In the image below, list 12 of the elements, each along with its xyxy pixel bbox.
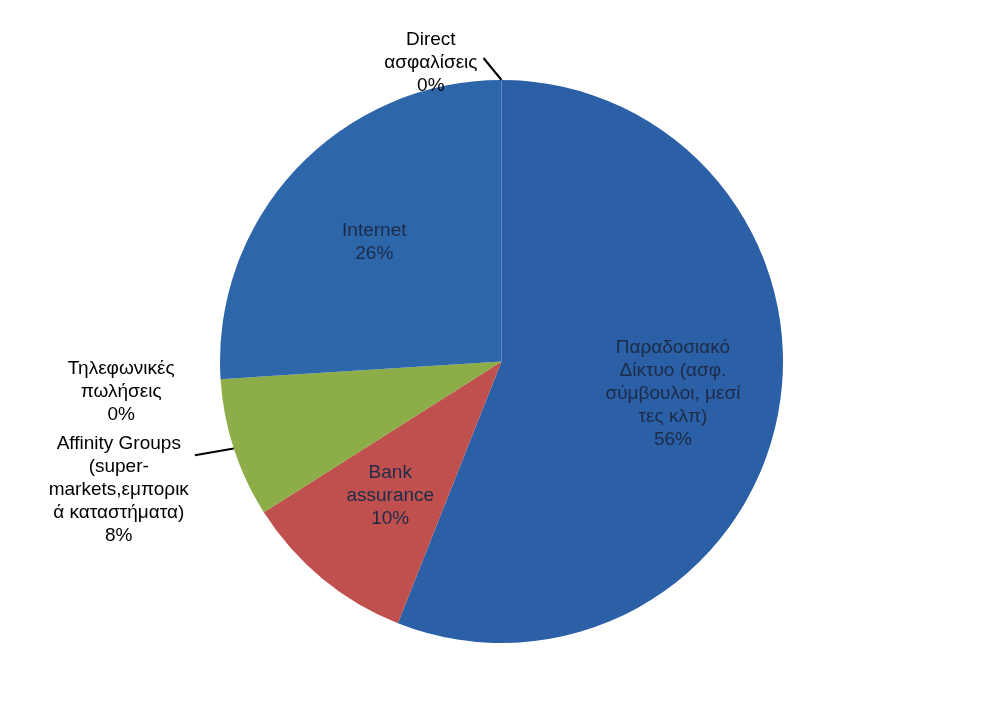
category-label: Τηλεφωνικές πωλήσεις — [67, 357, 175, 402]
slice-label: Bank assurance — [346, 461, 435, 506]
slice-label: Affinity Groups (super- markets,εμπορικ ά καταστήματα) — [48, 432, 190, 523]
slice-label: Παραδοσιακό Δίκτυο (ασφ. σύμβουλοι, μεσί τες κλπ) — [605, 336, 742, 427]
data-label: 10% — [371, 507, 410, 529]
slice-label: Internet — [342, 218, 408, 240]
text: 0% — [107, 403, 135, 425]
category-label: Direct ασφαλίσεις — [384, 27, 478, 72]
data-label: 26% — [355, 241, 394, 263]
data-label: 8% — [105, 524, 133, 546]
text: 0% — [417, 73, 445, 95]
data-label: 56% — [653, 428, 693, 450]
